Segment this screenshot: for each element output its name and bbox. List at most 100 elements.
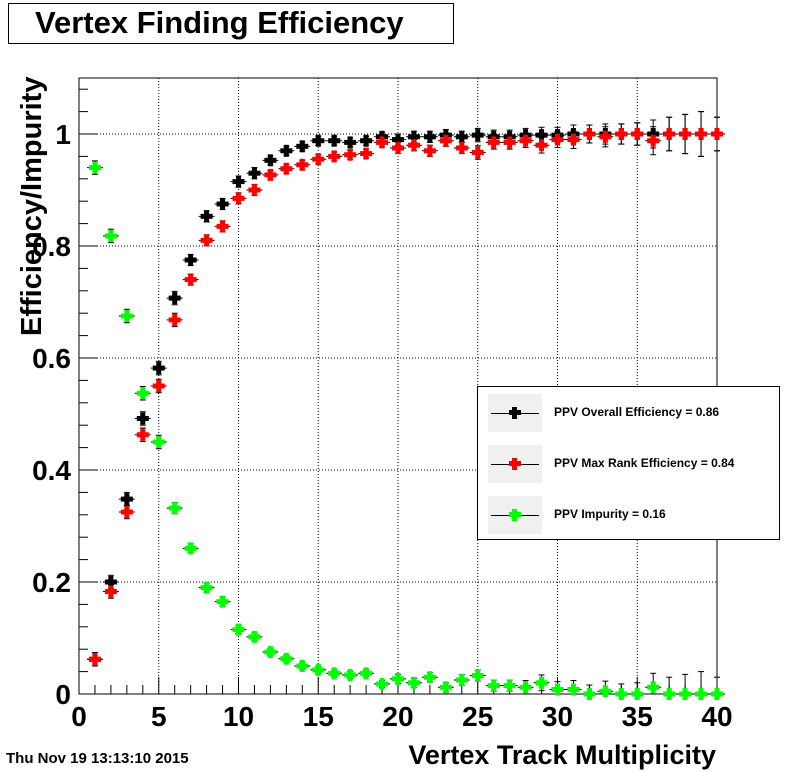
marker-v: [602, 685, 608, 698]
data-point: [421, 671, 438, 684]
data-point: [198, 234, 215, 247]
data-point: [390, 672, 406, 685]
x-tick-label: 20: [382, 701, 413, 732]
marker-v: [395, 142, 401, 154]
x-tick-label: 30: [542, 701, 573, 732]
y-axis-label: Efficiency/Impurity: [16, 77, 48, 336]
marker-v: [618, 688, 624, 700]
marker-v: [586, 128, 592, 140]
data-point: [310, 153, 327, 166]
data-point: [150, 378, 167, 394]
legend-marker-overall: [488, 394, 542, 432]
data-point: [565, 130, 582, 150]
data-point: [501, 679, 518, 692]
marker-v: [491, 136, 497, 149]
data-point: [517, 680, 534, 695]
marker-v: [315, 663, 321, 676]
data-point: [390, 141, 406, 155]
data-point: [597, 126, 614, 148]
data-point: [278, 144, 295, 157]
x-tick-label: 40: [701, 701, 732, 732]
marker-v: [427, 130, 433, 143]
data-point: [405, 139, 422, 152]
marker-v: [331, 150, 337, 163]
data-point: [342, 136, 359, 149]
data-point: [677, 673, 694, 700]
marker-v: [331, 667, 337, 680]
marker-v: [172, 313, 178, 326]
marker-v: [427, 144, 433, 157]
marker-v: [539, 129, 545, 142]
marker-v: [475, 669, 481, 682]
data-point: [262, 168, 279, 181]
data-point: [166, 312, 183, 328]
marker-v: [379, 677, 385, 690]
data-point: [246, 167, 263, 180]
data-point: [294, 158, 311, 171]
tick-layer: [78, 88, 718, 695]
marker-v: [363, 147, 369, 160]
data-point: [310, 134, 327, 147]
legend-entry-impurity: PPV Impurity = 0.16: [488, 496, 773, 534]
series-impurity: [86, 160, 725, 700]
marker-v: [140, 412, 146, 425]
data-point: [661, 676, 678, 700]
data-point: [693, 111, 710, 157]
y-tick-label: 0.2: [32, 567, 71, 598]
marker-v: [507, 679, 513, 692]
data-point: [86, 652, 103, 667]
legend: PPV Overall Efficiency = 0.86 PPV Max Ra…: [477, 386, 780, 540]
marker-v: [666, 688, 672, 700]
data-point: [326, 134, 343, 147]
x-tick-label: 35: [622, 701, 653, 732]
y-tick-label: 0.8: [32, 231, 71, 262]
marker-v: [411, 130, 417, 143]
marker-v: [124, 310, 130, 322]
data-point: [421, 130, 438, 143]
data-point: [134, 411, 151, 426]
data-point: [565, 680, 582, 696]
data-point: [230, 623, 247, 636]
marker-v: [379, 136, 385, 149]
marker-v: [156, 436, 162, 448]
marker-v: [459, 674, 465, 686]
marker-v: [714, 128, 720, 140]
marker-v: [236, 623, 241, 636]
marker-v: [363, 667, 369, 680]
data-point: [246, 183, 263, 197]
data-point: [517, 133, 534, 148]
marker-v: [491, 679, 497, 692]
data-point: [246, 630, 263, 643]
data-point: [549, 681, 566, 696]
data-point: [214, 197, 231, 211]
marker-v: [555, 683, 560, 696]
marker-v: [539, 676, 545, 689]
y-tick-label: 0.6: [32, 343, 71, 374]
marker-v: [251, 184, 257, 196]
marker-v: [92, 161, 98, 174]
marker-v: [666, 128, 672, 140]
data-point: [549, 131, 566, 148]
data-point: [310, 663, 327, 676]
marker-v: [204, 581, 210, 594]
marker-v: [459, 142, 465, 154]
data-point: [613, 123, 630, 145]
data-point: [645, 126, 662, 156]
data-point: [118, 308, 135, 324]
marker-v: [140, 428, 146, 441]
marker-v: [267, 154, 273, 167]
data-point: [581, 124, 598, 144]
marker-v: [220, 198, 226, 210]
marker-v: [459, 130, 465, 143]
x-tick-label: 25: [462, 701, 493, 732]
marker-v: [92, 653, 98, 666]
marker-v: [523, 681, 529, 694]
data-point: [469, 145, 486, 160]
data-point: [581, 684, 598, 700]
marker-v: [204, 234, 210, 247]
data-point: [485, 135, 502, 150]
data-point: [485, 679, 502, 692]
legend-marker-maxrank: [488, 445, 542, 483]
data-point: [469, 669, 486, 682]
data-point: [166, 290, 183, 306]
